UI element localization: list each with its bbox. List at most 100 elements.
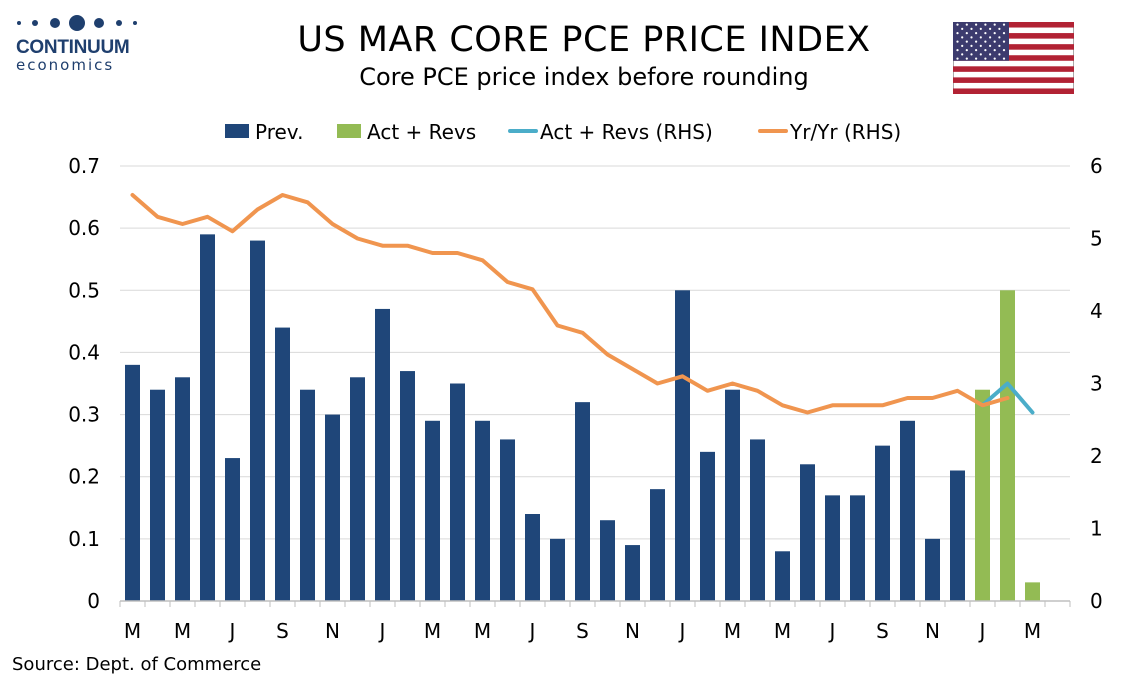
flag-star (956, 23, 959, 26)
bar (1000, 290, 1015, 601)
flag-star (965, 23, 968, 26)
bar (450, 383, 465, 601)
flag-star (993, 57, 996, 60)
right-axis: 0 1 2 3 4 5 6 (1090, 154, 1103, 613)
flag-star (961, 44, 964, 47)
logo-dot (17, 21, 21, 25)
flag-star (989, 36, 992, 39)
legend-label: Prev. (255, 120, 303, 144)
flag-star (965, 57, 968, 60)
lines (130, 193, 1035, 415)
bar (975, 389, 990, 601)
flag-stripe (953, 66, 1074, 72)
x-tick-label: S (276, 619, 289, 643)
bar (475, 420, 490, 601)
x-tick-label: M (774, 619, 791, 643)
flag-star (975, 49, 978, 52)
flag-star (984, 32, 987, 35)
logo-dot (50, 18, 60, 28)
chart-legend: Prev. Act + Revs Act + Revs (RHS) Yr/Yr (RH… (225, 120, 901, 144)
bar (775, 551, 790, 601)
flag-star (998, 36, 1001, 39)
bar (725, 389, 740, 601)
bar (1025, 582, 1040, 601)
bar (150, 389, 165, 601)
flag-star (1002, 49, 1006, 52)
bar (125, 364, 140, 601)
legend-label: Act + Revs (RHS) (540, 120, 713, 144)
bar (525, 514, 540, 601)
x-tick-label: N (325, 619, 340, 643)
x-tick-label: J (378, 619, 386, 643)
bar (900, 420, 915, 601)
flag-star (956, 40, 959, 43)
bar (625, 545, 640, 601)
flag-star (961, 53, 964, 56)
x-tick-label: M (174, 619, 191, 643)
chart-area: Prev. Act + Revs Act + Revs (RHS) Yr/Yr (RH… (68, 120, 1103, 643)
flag-star (993, 49, 996, 52)
logo-dot (116, 20, 122, 26)
right-tick-label: 3 (1090, 372, 1103, 396)
bar (600, 520, 615, 601)
bar (650, 489, 665, 601)
flag-star (979, 36, 982, 39)
bar (325, 414, 340, 601)
us-flag-icon (953, 22, 1074, 94)
flag-stripe (953, 44, 1074, 50)
bar (675, 290, 690, 601)
legend-swatch (337, 124, 361, 138)
bars (125, 234, 1040, 602)
bar (425, 420, 440, 601)
left-tick-label: 0.2 (68, 465, 100, 489)
flag-star (1002, 23, 1006, 26)
logo-dot (94, 18, 104, 28)
flag-stripe (953, 77, 1074, 83)
x-tick-label: M (474, 619, 491, 643)
x-tick-label: J (228, 619, 236, 643)
flag-star (979, 44, 982, 47)
x-tick-label: M (1024, 619, 1041, 643)
bar (225, 458, 240, 601)
flag-star (1002, 40, 1006, 43)
bar (950, 470, 965, 601)
left-axis: 0 0.1 0.2 0.3 0.4 0.5 0.6 0.7 (68, 154, 100, 613)
bar (400, 371, 415, 601)
flag-stripe (953, 88, 1074, 94)
right-tick-label: 0 (1090, 589, 1103, 613)
bar (500, 439, 515, 601)
x-tick-label: J (528, 619, 536, 643)
flag-star (956, 32, 959, 35)
left-tick-label: 0.6 (68, 216, 100, 240)
flag-star (993, 32, 996, 35)
bar (850, 495, 865, 601)
flag-star (998, 44, 1001, 47)
flag-star (975, 57, 978, 60)
flag-star (956, 49, 959, 52)
right-tick-label: 5 (1090, 227, 1103, 251)
flag-star (989, 44, 992, 47)
x-tick-label: S (576, 619, 589, 643)
bar (300, 389, 315, 601)
series-line (130, 193, 1010, 415)
x-tick-label: J (828, 619, 836, 643)
left-tick-label: 0.1 (68, 527, 100, 551)
x-tick-label: J (678, 619, 686, 643)
left-tick-label: 0.4 (68, 340, 100, 364)
flag-star (956, 57, 959, 60)
bar (875, 445, 890, 601)
source-note: Source: Dept. of Commerce (12, 654, 262, 675)
left-tick-label: 0.5 (68, 278, 100, 302)
bar (825, 495, 840, 601)
flag-star (979, 53, 982, 56)
x-tick-label: J (978, 619, 986, 643)
flag-star (984, 57, 987, 60)
flag-star (961, 36, 964, 39)
flag-star (1002, 57, 1006, 60)
flag-star (979, 27, 982, 30)
series-line (980, 381, 1035, 415)
flag-star (993, 23, 996, 26)
right-tick-label: 1 (1090, 517, 1103, 541)
flag-star (961, 27, 964, 30)
right-tick-label: 4 (1090, 299, 1103, 323)
